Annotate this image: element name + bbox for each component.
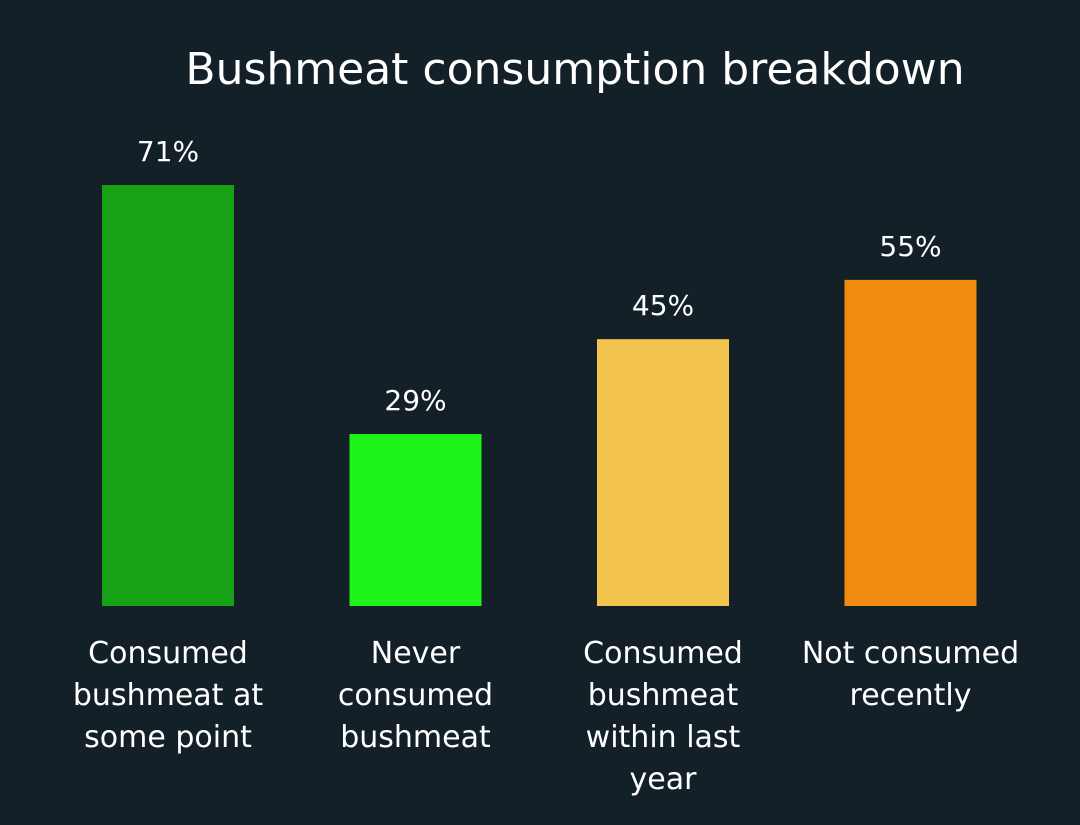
value-label-3: 45% bbox=[632, 289, 694, 322]
category-label-line: Not consumed bbox=[802, 636, 1019, 671]
category-label-line: within last bbox=[586, 720, 741, 755]
category-label-1: Consumed bushmeat at some point bbox=[73, 636, 263, 755]
value-label-2: 29% bbox=[384, 384, 446, 417]
bars-group bbox=[102, 185, 977, 606]
bar-1 bbox=[102, 185, 234, 606]
category-label-3: Consumed bushmeat within last year bbox=[583, 636, 743, 797]
category-label-line: Never bbox=[371, 636, 461, 671]
bar-2 bbox=[349, 434, 482, 606]
category-label-line: year bbox=[630, 762, 698, 797]
category-label-4: Not consumed recently bbox=[802, 636, 1019, 713]
category-label-line: bushmeat bbox=[340, 720, 491, 755]
category-label-2: Never consumed bushmeat bbox=[338, 636, 493, 755]
category-label-line: Consumed bbox=[583, 636, 743, 671]
category-label-line: recently bbox=[850, 678, 972, 713]
value-labels-group: 71% 29% 45% 55% bbox=[137, 135, 942, 417]
bar-4 bbox=[844, 279, 977, 606]
category-label-line: some point bbox=[84, 720, 252, 755]
bar-3 bbox=[597, 339, 729, 606]
category-label-line: consumed bbox=[338, 678, 493, 713]
value-label-4: 55% bbox=[879, 230, 941, 263]
category-label-line: bushmeat bbox=[588, 678, 739, 713]
category-labels-group: Consumed bushmeat at some point Never consum… bbox=[73, 636, 1019, 797]
category-label-line: bushmeat at bbox=[73, 678, 263, 713]
chart-title: Bushmeat consumption breakdown bbox=[185, 44, 964, 95]
value-label-1: 71% bbox=[137, 135, 199, 168]
category-label-line: Consumed bbox=[88, 636, 248, 671]
